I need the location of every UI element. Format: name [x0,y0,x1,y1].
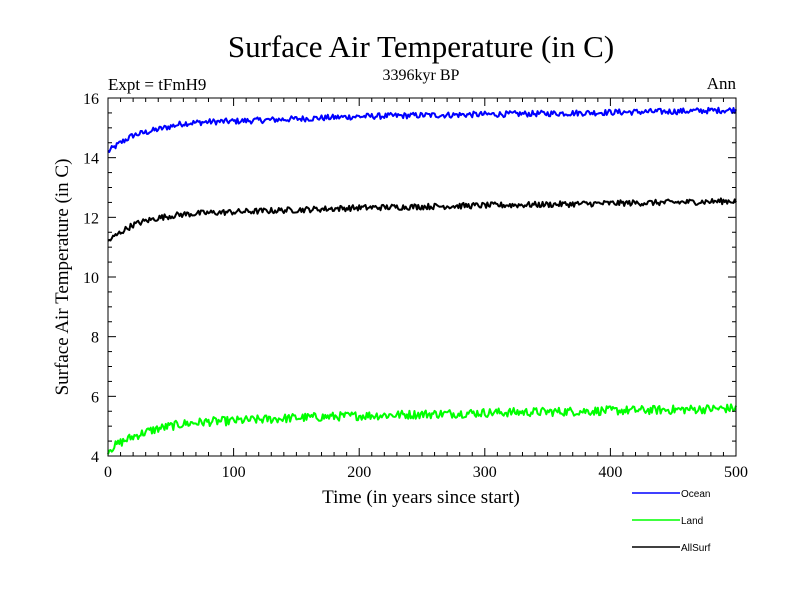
y-tick-label: 4 [91,449,99,466]
legend-label-land: Land [681,516,703,527]
experiment-label: Expt = tFmH9 [108,75,206,94]
legend-label-ocean: Ocean [681,489,710,500]
y-tick-label: 6 [91,389,99,406]
y-tick-label: 10 [83,270,99,287]
y-tick-label: 12 [83,210,99,227]
x-axis-label: Time (in years since start) [322,487,520,508]
plot-area [107,106,737,455]
legend: Ocean Land AllSurf [632,489,711,554]
series-line-ocean [107,106,737,153]
y-tick-label: 8 [91,330,99,347]
y-axis-label: Surface Air Temperature (in C) [52,159,73,396]
plot-frame [107,97,737,457]
x-tick-label: 200 [347,464,371,481]
legend-label-allsurf: AllSurf [681,543,711,554]
y-tick-label: 14 [83,151,99,168]
x-tick-label: 300 [473,464,497,481]
x-tick-label: 500 [724,464,748,481]
axes: 0 100 200 300 400 500 4 6 8 10 12 14 16 [83,91,748,481]
y-tick-label: 16 [83,91,99,108]
chart-subtitle: 3396kyr BP [383,67,460,84]
x-tick-label: 100 [222,464,246,481]
x-tick-label: 400 [598,464,622,481]
x-tick-label: 0 [104,464,112,481]
chart-title: Surface Air Temperature (in C) [228,29,614,64]
season-label: Ann [707,74,737,93]
series-line-allsurf [107,197,737,242]
series-line-land [107,403,737,455]
